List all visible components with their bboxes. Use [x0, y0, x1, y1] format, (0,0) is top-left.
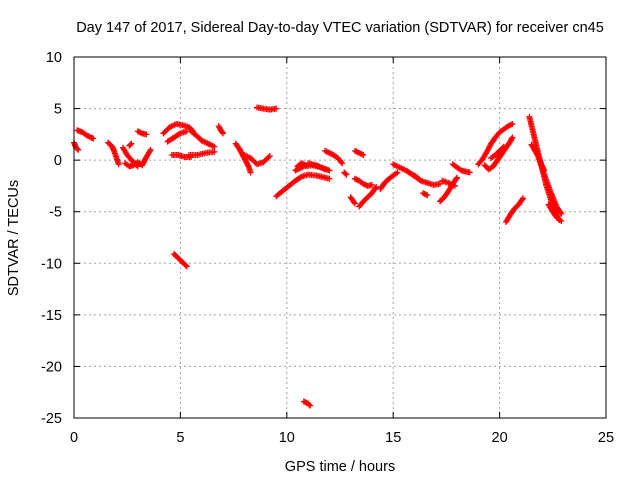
data-point	[297, 174, 304, 181]
data-point	[339, 160, 346, 167]
data-point	[265, 154, 272, 161]
data-point	[219, 129, 226, 136]
data-point	[360, 151, 367, 158]
data-point	[437, 180, 444, 187]
data-point	[500, 143, 507, 150]
data-point	[351, 200, 358, 207]
chart-title: Day 147 of 2017, Sidereal Day-to-day VTE…	[76, 20, 604, 36]
x-tick-label: 0	[70, 430, 78, 446]
data-point	[127, 141, 134, 148]
data-point	[394, 169, 401, 176]
data-point	[519, 196, 526, 203]
x-tick-label: 5	[176, 430, 184, 446]
data-point	[557, 209, 564, 216]
data-point	[90, 135, 97, 142]
data-point	[338, 158, 345, 165]
y-tick-label: 5	[54, 102, 62, 118]
data-point	[182, 262, 189, 269]
data-point	[306, 401, 313, 408]
data-point	[273, 105, 280, 112]
data-point	[499, 144, 506, 151]
data-point	[326, 167, 333, 174]
plot-frame	[73, 56, 607, 419]
data-point	[373, 183, 380, 190]
data-point	[351, 199, 358, 206]
data-point	[343, 171, 350, 178]
data-point	[322, 166, 329, 173]
data-point	[466, 169, 473, 176]
y-axis-label: SDTVAR / TECUs	[6, 180, 22, 296]
data-point	[219, 130, 226, 137]
data-point	[183, 263, 190, 270]
data-point	[128, 140, 135, 147]
y-tick-label: 0	[54, 153, 62, 169]
data-point	[211, 148, 218, 155]
y-tick-label: 10	[46, 50, 62, 66]
data-point	[424, 192, 431, 199]
y-tick-label: -20	[41, 359, 62, 375]
data-point	[509, 121, 516, 128]
data-point	[266, 153, 273, 160]
x-tick-label: 25	[598, 430, 614, 446]
data-point	[454, 174, 461, 181]
data-point	[520, 195, 527, 202]
data-point	[509, 134, 516, 141]
data-point	[342, 170, 349, 177]
data-point	[176, 131, 183, 138]
y-tick-label: -15	[41, 308, 62, 324]
data-point	[541, 167, 548, 174]
data-point	[115, 161, 122, 168]
data-point	[372, 185, 379, 192]
data-point	[75, 146, 82, 153]
y-tick-label: -10	[41, 256, 62, 272]
data-point	[453, 175, 460, 182]
data-point	[143, 131, 150, 138]
ticks: 0 5 10 15 20 25 10 5 0 -5 -10 -15 -20 -25	[41, 50, 614, 446]
data-point	[451, 182, 458, 189]
data-point	[368, 181, 375, 188]
data-point	[558, 217, 565, 224]
data-point	[326, 175, 333, 182]
x-tick-label: 10	[279, 430, 295, 446]
x-tick-label: 20	[492, 430, 508, 446]
data-point	[147, 146, 154, 153]
data-point	[307, 402, 314, 409]
y-tick-label: -5	[49, 205, 62, 221]
data-series	[71, 104, 565, 409]
y-tick-label: -25	[41, 411, 62, 427]
data-point	[558, 210, 565, 217]
x-tick-label: 15	[385, 430, 401, 446]
data-point	[211, 143, 218, 150]
data-point	[74, 145, 81, 152]
data-point	[247, 169, 254, 176]
x-axis-label: GPS time / hours	[285, 459, 395, 475]
